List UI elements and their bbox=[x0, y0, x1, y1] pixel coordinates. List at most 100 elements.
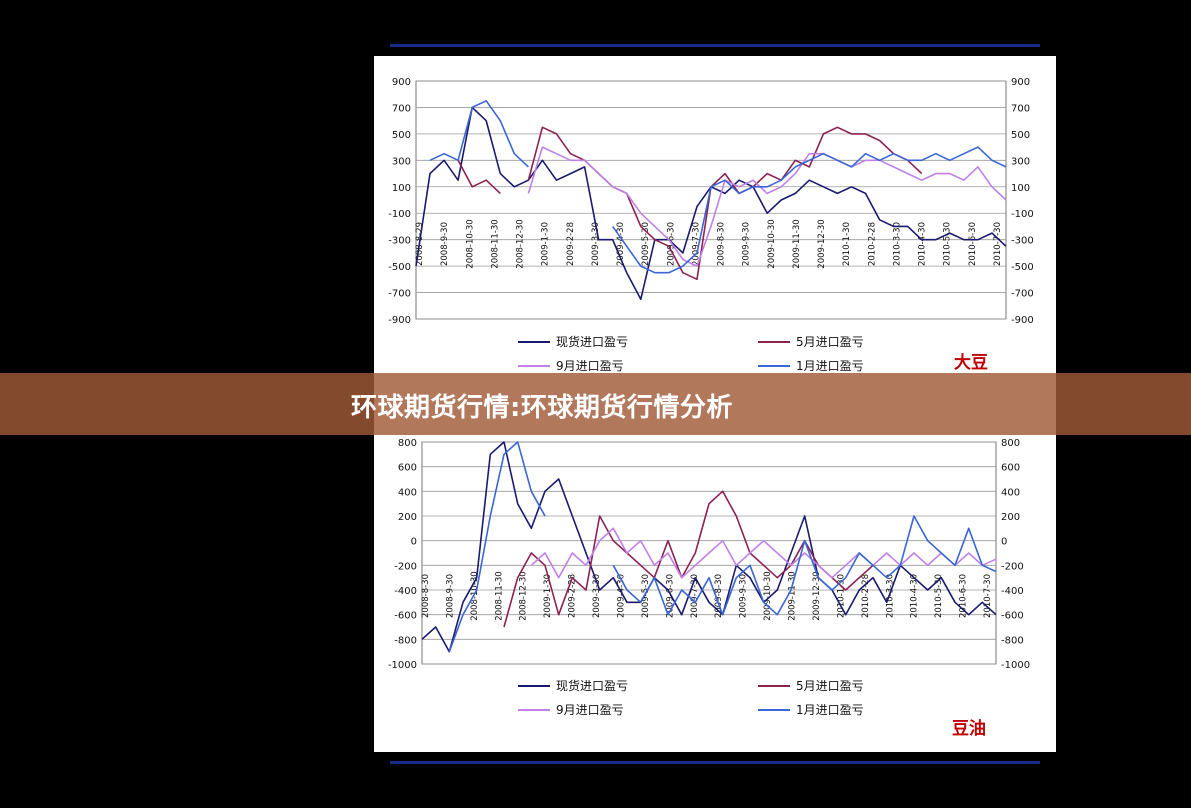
x-tick-label: 2009-10-30 bbox=[763, 571, 773, 620]
legend-label: 现货进口盈亏 bbox=[556, 334, 628, 349]
x-tick-label: 2009-11-30 bbox=[792, 219, 802, 268]
x-tick-label: 2009-7-30 bbox=[690, 574, 700, 618]
legend-label: 现货进口盈亏 bbox=[556, 678, 628, 693]
y-tick-label-right: 900 bbox=[1011, 77, 1030, 88]
x-tick-label: 2010-3-30 bbox=[885, 574, 895, 618]
legend-label: 9月进口盈亏 bbox=[556, 359, 624, 373]
y-tick-label-right: -200 bbox=[1001, 561, 1024, 572]
x-tick-label: 2009-6-30 bbox=[665, 574, 675, 618]
x-tick-label: 2009-11-30 bbox=[788, 571, 798, 620]
title-banner: 环球期货行情:环球期货行情分析 bbox=[0, 373, 1191, 435]
x-tick-label: 2009-12-30 bbox=[812, 571, 822, 620]
x-tick-label: 2009-5-30 bbox=[641, 574, 651, 618]
series-line-2-2 bbox=[503, 490, 874, 628]
y-tick-label-right: 700 bbox=[1011, 103, 1030, 114]
y-tick-label-left: -100 bbox=[388, 209, 411, 220]
legend-label: 1月进口盈亏 bbox=[796, 703, 864, 717]
y-tick-label-right: 0 bbox=[1001, 537, 1007, 548]
y-tick-label-right: -1000 bbox=[1001, 660, 1030, 671]
series-line-1-1 bbox=[415, 106, 1007, 300]
y-tick-label-right: -700 bbox=[1011, 289, 1034, 300]
series-line-1-3 bbox=[527, 146, 1007, 267]
x-tick-label: 2009-8-30 bbox=[717, 222, 727, 266]
y-tick-label-left: -500 bbox=[388, 262, 411, 273]
legend-label: 5月进口盈亏 bbox=[796, 679, 864, 693]
y-tick-label-right: -100 bbox=[1011, 209, 1034, 220]
legend-label: 5月进口盈亏 bbox=[796, 335, 864, 349]
plot-frame-0 bbox=[415, 80, 1007, 320]
x-tick-label: 2009-12-30 bbox=[817, 219, 827, 268]
x-tick-label: 2010-2-28 bbox=[861, 574, 871, 618]
y-tick-label-right: -800 bbox=[1001, 635, 1024, 646]
y-tick-label-left: -700 bbox=[388, 289, 411, 300]
y-tick-label-left: -600 bbox=[394, 611, 417, 622]
x-tick-label: 2009-10-30 bbox=[767, 219, 777, 268]
x-tick-label: 2008-10-30 bbox=[465, 219, 475, 268]
x-tick-label: 2009-3-30 bbox=[591, 222, 601, 266]
y-tick-label-right: 600 bbox=[1001, 463, 1020, 474]
y-tick-label-right: -400 bbox=[1001, 586, 1024, 597]
x-tick-label: 2009-1-30 bbox=[543, 574, 553, 618]
x-tick-label: 2008-9-30 bbox=[440, 222, 450, 266]
x-tick-label: 2009-2-28 bbox=[566, 222, 576, 266]
x-tick-label: 2008-11-30 bbox=[494, 571, 504, 620]
series-line-2-3 bbox=[530, 527, 997, 579]
y-tick-label-left: 600 bbox=[398, 463, 417, 474]
y-tick-label-right: 300 bbox=[1011, 156, 1030, 167]
series-line-1-4 bbox=[429, 100, 1007, 274]
chart-canvas: 900 900 700 700 500 500 300 300 100 100 -100 -100 -3… bbox=[388, 77, 1034, 739]
y-tick-label-right: 800 bbox=[1001, 438, 1020, 449]
x-tick-label: 2010-7-30 bbox=[983, 574, 993, 618]
series-line-2-1 bbox=[421, 441, 997, 653]
x-tick-label: 2009-1-30 bbox=[541, 222, 551, 266]
y-tick-label-left: -900 bbox=[388, 315, 411, 326]
y-tick-label-left: 900 bbox=[392, 77, 411, 88]
y-tick-label-right: 100 bbox=[1011, 183, 1030, 194]
y-tick-label-right: 200 bbox=[1001, 512, 1020, 523]
x-tick-label: 2010-5-30 bbox=[934, 574, 944, 618]
x-tick-label: 2010-6-30 bbox=[959, 574, 969, 618]
y-tick-label-right: 500 bbox=[1011, 130, 1030, 141]
x-tick-label: 2010-5-30 bbox=[943, 222, 953, 266]
y-tick-label-left: 0 bbox=[411, 537, 417, 548]
y-tick-label-right: -500 bbox=[1011, 262, 1034, 273]
legend-label: 9月进口盈亏 bbox=[556, 703, 624, 717]
x-tick-label: 2008-8-30 bbox=[421, 574, 431, 618]
commodity-tag: 大豆 bbox=[954, 352, 988, 373]
bottom-rule bbox=[390, 761, 1040, 764]
y-tick-label-left: -300 bbox=[388, 236, 411, 247]
x-tick-label: 2009-8-30 bbox=[714, 574, 724, 618]
x-tick-label: 2009-4-30 bbox=[616, 222, 626, 266]
y-tick-label-left: 400 bbox=[398, 487, 417, 498]
x-tick-label: 2010-3-30 bbox=[892, 222, 902, 266]
legend-label: 1月进口盈亏 bbox=[796, 359, 864, 373]
x-tick-label: 2008-9-30 bbox=[445, 574, 455, 618]
y-tick-label-left: 500 bbox=[392, 130, 411, 141]
y-tick-label-right: -900 bbox=[1011, 315, 1034, 326]
y-tick-label-right: -600 bbox=[1001, 611, 1024, 622]
x-tick-label: 2010-1-30 bbox=[842, 222, 852, 266]
y-tick-label-left: -200 bbox=[394, 561, 417, 572]
top-rule bbox=[390, 44, 1040, 47]
y-tick-label-right: -300 bbox=[1011, 236, 1034, 247]
y-tick-label-left: 100 bbox=[392, 183, 411, 194]
x-tick-label: 2009-7-30 bbox=[691, 222, 701, 266]
x-tick-label: 2009-5-30 bbox=[641, 222, 651, 266]
y-tick-label-left: 200 bbox=[398, 512, 417, 523]
banner-title: 环球期货行情:环球期货行情分析 bbox=[351, 393, 733, 423]
x-tick-label: 2010-4-30 bbox=[918, 222, 928, 266]
x-tick-label: 2009-9-30 bbox=[742, 222, 752, 266]
x-tick-label: 2010-4-30 bbox=[910, 574, 920, 618]
x-tick-label: 2010-7-30 bbox=[993, 222, 1003, 266]
y-tick-label-left: 800 bbox=[398, 438, 417, 449]
y-tick-label-left: -400 bbox=[394, 586, 417, 597]
x-tick-label: 2008-12-30 bbox=[519, 571, 529, 620]
x-tick-label: 2009-9-30 bbox=[739, 574, 749, 618]
x-tick-label: 2009-4-30 bbox=[616, 574, 626, 618]
x-tick-label: 2008-10-30 bbox=[470, 571, 480, 620]
commodity-tag: 豆油 bbox=[952, 718, 986, 739]
x-tick-label: 2010-2-28 bbox=[867, 222, 877, 266]
series-line-2-4 bbox=[448, 441, 997, 652]
y-tick-label-left: -1000 bbox=[388, 660, 417, 671]
x-tick-label: 2008-11-30 bbox=[490, 219, 500, 268]
